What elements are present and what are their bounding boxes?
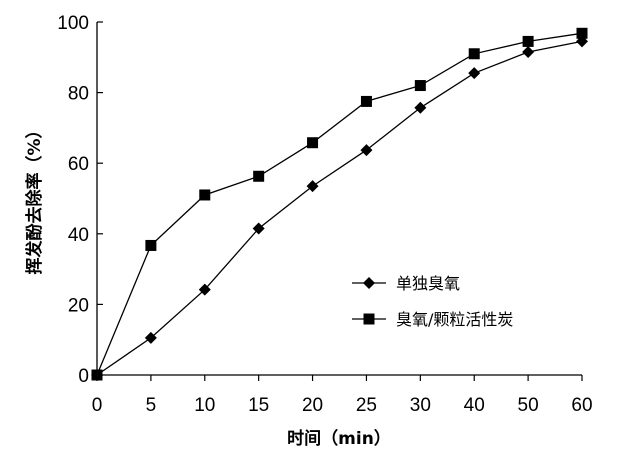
x-tick-label: 30 xyxy=(410,395,431,416)
x-tick-label: 10 xyxy=(194,395,215,416)
data-point-diamond xyxy=(144,331,157,344)
legend: 单独臭氧 臭氧/颗粒活性炭 xyxy=(352,274,513,329)
x-tick-label: 25 xyxy=(356,395,377,416)
x-tick-label: 20 xyxy=(302,395,323,416)
series-layer xyxy=(91,27,588,381)
x-tick-label: 5 xyxy=(146,395,157,416)
data-point-diamond xyxy=(414,101,427,114)
legend-label-0: 单独臭氧 xyxy=(396,274,460,293)
data-point-diamond xyxy=(306,180,319,193)
data-point-diamond xyxy=(468,67,481,80)
legend-square-marker xyxy=(363,313,375,325)
y-tick-marks: 0 20 40 60 80 100 xyxy=(57,13,103,387)
data-point-square xyxy=(145,239,157,251)
y-tick-label: 20 xyxy=(68,295,89,316)
data-point-square xyxy=(199,189,211,201)
data-point-square xyxy=(522,35,534,47)
x-tick-label: 50 xyxy=(518,395,539,416)
x-tick-marks: 0 5 10 15 20 25 30 40 50 60 xyxy=(92,375,593,416)
x-tick-label: 60 xyxy=(571,395,592,416)
data-point-square xyxy=(91,369,103,381)
x-tick-label: 40 xyxy=(464,395,485,416)
data-point-square xyxy=(576,27,588,39)
data-point-square xyxy=(414,80,426,92)
data-point-square xyxy=(468,48,480,60)
data-point-square xyxy=(360,95,372,107)
data-point-diamond xyxy=(198,283,211,296)
x-axis-title: 时间（min） xyxy=(287,428,391,449)
data-point-diamond xyxy=(360,144,373,157)
y-tick-label: 60 xyxy=(68,154,89,175)
y-tick-label: 100 xyxy=(57,13,89,34)
x-tick-label: 0 xyxy=(92,395,103,416)
y-tick-label: 40 xyxy=(68,225,89,246)
series-line-0 xyxy=(96,40,583,376)
y-tick-label: 80 xyxy=(68,84,89,105)
legend-diamond-marker xyxy=(363,277,375,289)
y-axis-title: 挥发酚去除率（%） xyxy=(24,121,45,274)
data-point-diamond xyxy=(252,222,265,235)
data-point-square xyxy=(253,170,265,182)
series-line-1 xyxy=(96,32,583,376)
data-point-square xyxy=(307,137,319,149)
x-tick-label: 15 xyxy=(248,395,269,416)
data-point-diamond xyxy=(522,46,535,59)
y-tick-label: 0 xyxy=(78,366,89,387)
legend-label-1: 臭氧/颗粒活性炭 xyxy=(396,310,513,329)
